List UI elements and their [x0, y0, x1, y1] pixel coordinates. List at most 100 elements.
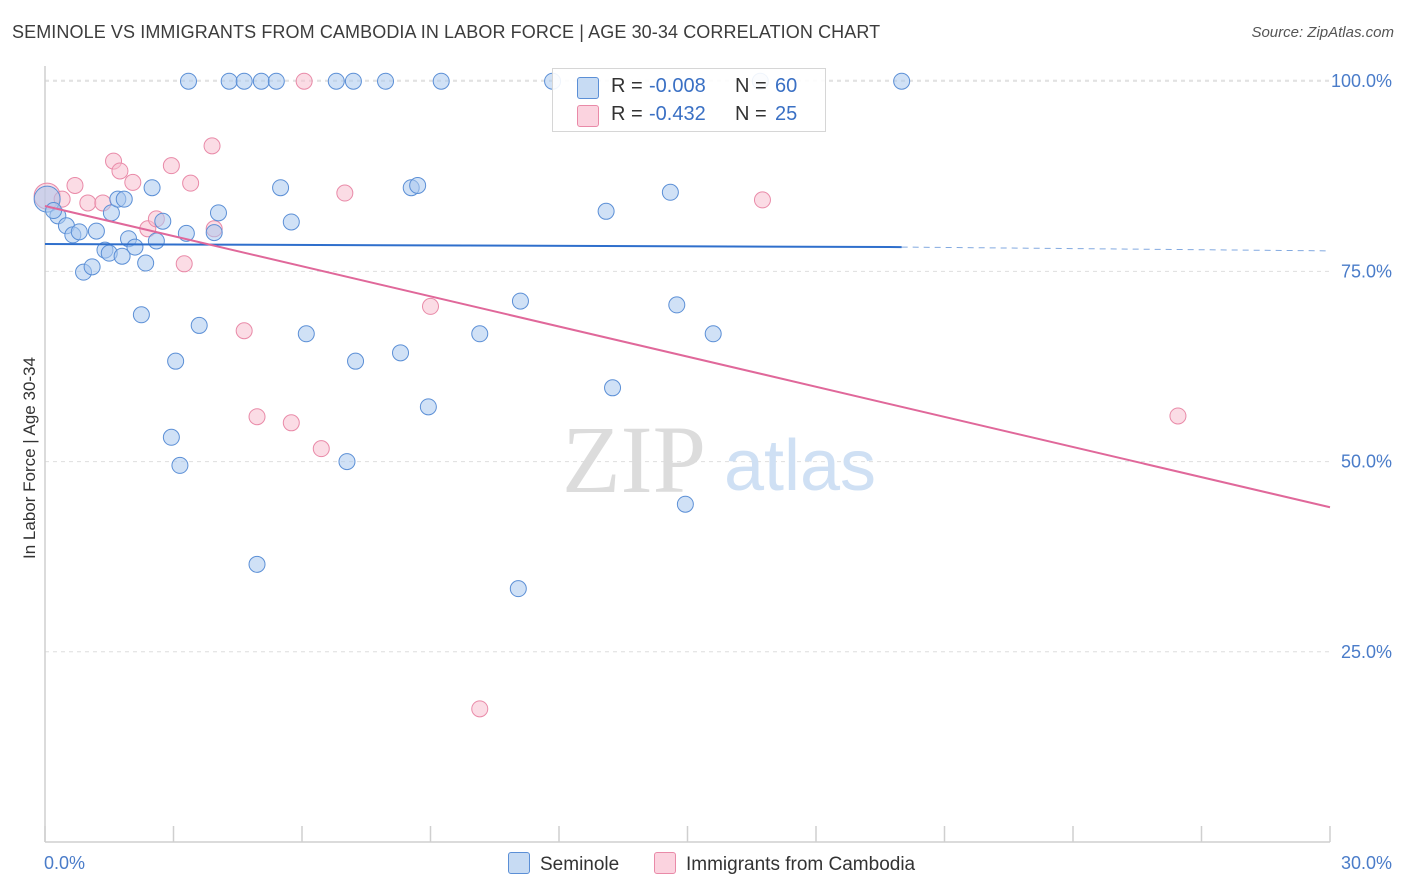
seminole-point	[419, 398, 437, 416]
seminole-swatch	[577, 77, 599, 99]
watermark-atlas: atlas	[724, 426, 876, 506]
watermark: ZIP atlas	[562, 406, 876, 513]
seminole-point	[661, 183, 679, 201]
cambodia-point	[124, 173, 142, 191]
cambodia-point	[79, 194, 97, 212]
cambodia-trend-line	[44, 205, 1331, 509]
cambodia-point	[235, 322, 253, 340]
seminole-point	[190, 316, 208, 334]
seminole-point	[143, 179, 161, 197]
cambodia-point	[182, 174, 200, 192]
cambodia-point	[336, 184, 354, 202]
seminole-point	[205, 224, 223, 242]
legend-r-value: -0.432	[649, 103, 706, 125]
seminole-point	[209, 204, 227, 222]
seminole-point	[248, 555, 266, 573]
seminole-point	[668, 296, 686, 314]
trend-lines	[44, 205, 1331, 509]
x-tick-label: 30.0%	[1341, 853, 1392, 873]
seminole-point	[220, 72, 238, 90]
cambodia-legend-swatch	[654, 852, 676, 874]
seminole-points	[33, 72, 911, 598]
legend-n-label: N =	[735, 75, 767, 97]
seminole-trend-line	[44, 243, 902, 249]
correlation-legend: R = -0.008 N = 60 R = -0.432 N = 25	[552, 68, 826, 132]
tick-labels: 25.0% 50.0% 75.0% 100.0% 0.0% 30.0%	[44, 71, 1392, 873]
seminole-point	[297, 325, 315, 343]
cambodia-swatch	[577, 105, 599, 127]
cambodia-point	[753, 191, 771, 209]
seminole-point	[471, 325, 489, 343]
seminole-point	[83, 258, 101, 276]
seminole-point	[267, 72, 285, 90]
y-tick-label: 50.0%	[1341, 452, 1392, 472]
seminole-point	[704, 325, 722, 343]
seminole-point	[132, 306, 150, 324]
bottom-legend-cambodia: Immigrants from Cambodia	[654, 852, 915, 876]
cambodia-point	[66, 176, 84, 194]
seminole-point	[409, 176, 427, 194]
seminole-point	[377, 72, 395, 90]
legend-n-value: 60	[775, 75, 798, 97]
seminole-point	[338, 453, 356, 471]
legend-n-label: N =	[735, 103, 767, 125]
seminole-point	[147, 232, 165, 250]
seminole-legend-swatch	[508, 852, 530, 874]
cambodia-point	[248, 408, 266, 426]
gridlines	[45, 79, 1330, 653]
cambodia-legend-label: Immigrants from Cambodia	[686, 854, 916, 875]
seminole-point	[137, 254, 155, 272]
cambodia-point	[203, 137, 221, 155]
bottom-legend-seminole: Seminole	[508, 852, 619, 876]
seminole-point	[171, 456, 189, 474]
y-tick-label: 75.0%	[1341, 261, 1392, 281]
legend-n-value: 25	[775, 103, 798, 125]
seminole-point	[235, 72, 253, 90]
seminole-trend-extension	[901, 246, 1331, 252]
seminole-point	[604, 379, 622, 397]
seminole-point	[154, 212, 172, 230]
watermark-zip: ZIP	[562, 406, 706, 513]
seminole-point	[597, 202, 615, 220]
cambodia-point	[295, 72, 313, 90]
seminole-legend-label: Seminole	[540, 854, 620, 875]
seminole-point	[252, 72, 270, 90]
seminole-point	[45, 202, 63, 220]
legend-r-value: -0.008	[649, 75, 706, 97]
cambodia-point	[162, 157, 180, 175]
cambodia-point	[312, 440, 330, 458]
seminole-point	[272, 179, 290, 197]
seminole-point	[113, 247, 131, 265]
seminole-point	[893, 72, 911, 90]
cambodia-point	[175, 255, 193, 273]
cambodia-point	[1169, 407, 1187, 425]
seminole-point	[87, 222, 105, 240]
seminole-point	[327, 72, 345, 90]
cambodia-point	[422, 297, 439, 315]
cambodia-point	[282, 414, 300, 432]
seminole-point	[179, 72, 197, 90]
seminole-point	[509, 580, 527, 598]
seminole-point	[126, 238, 144, 256]
seminole-point	[115, 190, 133, 208]
cambodia-point	[471, 700, 489, 718]
y-tick-label: 100.0%	[1331, 71, 1392, 91]
seminole-point	[511, 292, 529, 310]
seminole-point	[676, 495, 694, 513]
y-tick-label: 25.0%	[1341, 642, 1392, 662]
axes	[44, 66, 1331, 843]
seminole-point	[70, 223, 88, 241]
source-credit: Source: ZipAtlas.com	[1251, 24, 1394, 41]
cambodia-point	[111, 162, 129, 180]
seminole-point	[392, 344, 410, 362]
seminole-point	[347, 352, 365, 370]
seminole-point	[162, 428, 180, 446]
legend-r-label: R =	[611, 75, 643, 97]
chart-title: SEMINOLE VS IMMIGRANTS FROM CAMBODIA IN …	[12, 22, 881, 42]
seminole-point	[344, 72, 362, 90]
x-tick-label: 0.0%	[44, 853, 85, 873]
seminole-point	[167, 352, 185, 370]
seminole-point	[282, 213, 300, 231]
seminole-point	[432, 72, 450, 90]
